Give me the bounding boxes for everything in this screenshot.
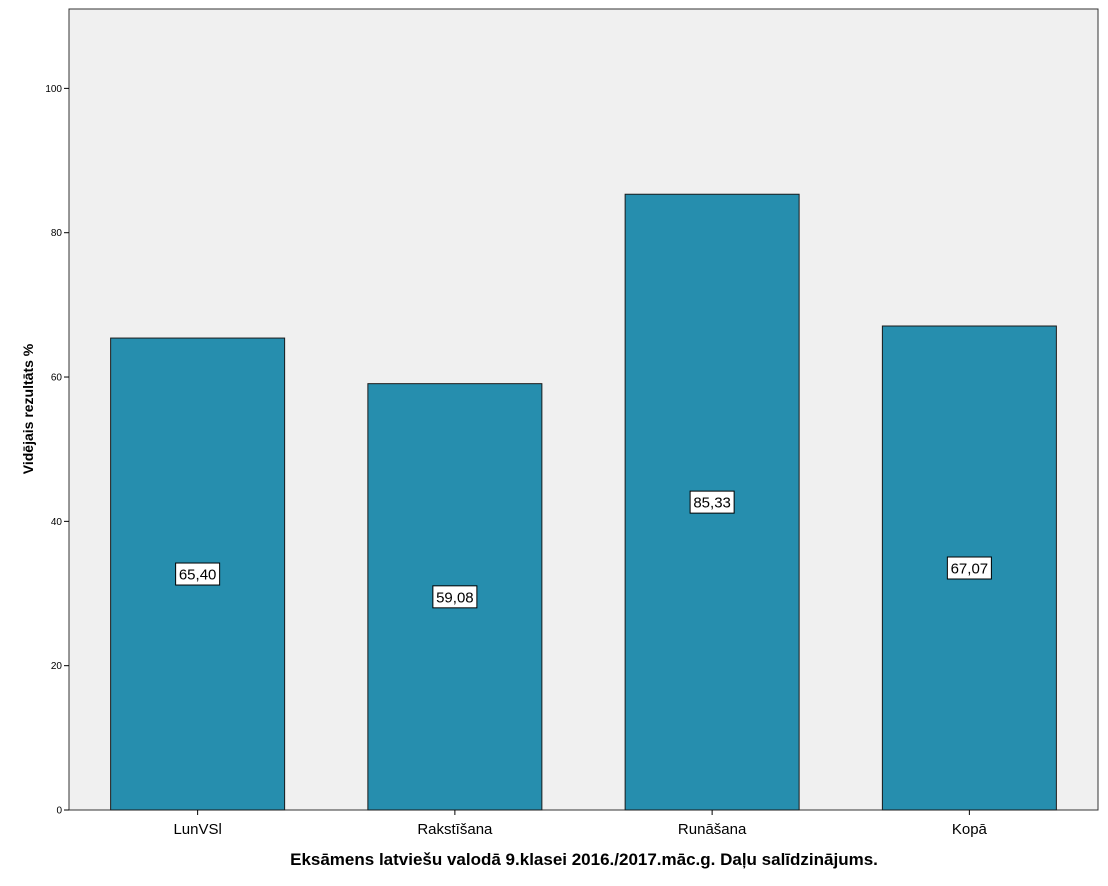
y-axis: 0 20 40 60 80 100 bbox=[45, 84, 69, 817]
data-label: 67,07 bbox=[951, 561, 989, 578]
x-tick-label: Runāšana bbox=[678, 821, 747, 838]
data-label-box bbox=[689, 490, 735, 514]
bars-group: 65,40 59,08 85,33 67,07 bbox=[110, 193, 1057, 811]
data-label: 85,33 bbox=[693, 495, 731, 512]
y-tick-label: 100 bbox=[45, 84, 62, 95]
y-tick-label: 80 bbox=[51, 228, 63, 239]
y-tick-label: 20 bbox=[51, 661, 63, 672]
data-label-box bbox=[175, 562, 221, 586]
x-tick-label: LunVSl bbox=[173, 821, 221, 838]
data-label-box bbox=[432, 585, 478, 609]
x-tick-label: Rakstīšana bbox=[417, 821, 493, 838]
x-tick-label: Kopā bbox=[952, 821, 988, 838]
data-label: 59,08 bbox=[436, 589, 474, 606]
y-tick-label: 40 bbox=[51, 517, 63, 528]
data-label: 65,40 bbox=[179, 567, 217, 584]
x-axis: LunVSl Rakstīšana Runāšana Kopā bbox=[173, 810, 988, 838]
y-axis-title: Vidējais rezultāts % bbox=[20, 343, 36, 474]
y-tick-label: 0 bbox=[56, 806, 62, 817]
x-axis-title: Eksāmens latviešu valodā 9.klasei 2016./… bbox=[290, 850, 878, 869]
y-tick-label: 60 bbox=[51, 373, 63, 384]
data-label-box bbox=[946, 556, 992, 580]
